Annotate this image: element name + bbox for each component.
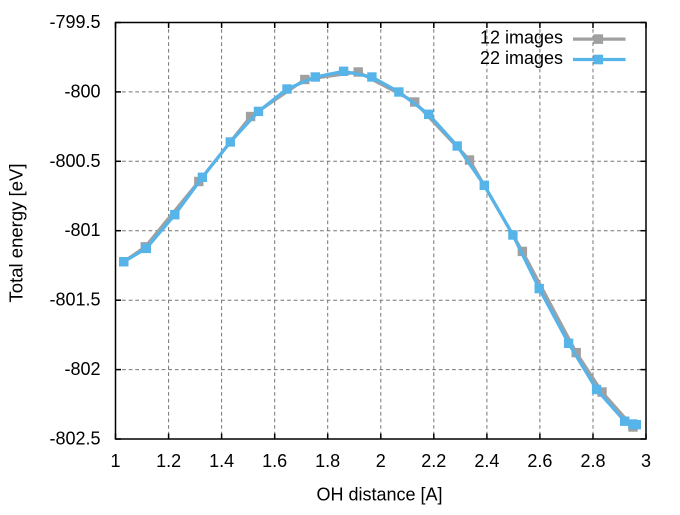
svg-text:2.4: 2.4 — [474, 451, 499, 471]
svg-text:1: 1 — [110, 451, 120, 471]
svg-text:22 images: 22 images — [480, 48, 563, 68]
svg-text:-801.5: -801.5 — [49, 290, 100, 310]
svg-text:-800.5: -800.5 — [49, 151, 100, 171]
svg-text:-799.5: -799.5 — [49, 12, 100, 32]
svg-text:Total energy [eV]: Total energy [eV] — [7, 164, 27, 303]
svg-text:OH distance [A]: OH distance [A] — [316, 485, 442, 505]
svg-text:-802: -802 — [64, 359, 100, 379]
svg-text:-801: -801 — [64, 220, 100, 240]
svg-text:12 images: 12 images — [480, 28, 563, 48]
svg-text:3: 3 — [641, 451, 651, 471]
svg-text:2.6: 2.6 — [527, 451, 552, 471]
svg-text:1.6: 1.6 — [262, 451, 287, 471]
svg-text:-802.5: -802.5 — [49, 429, 100, 449]
svg-text:2.8: 2.8 — [580, 451, 605, 471]
svg-text:1.2: 1.2 — [156, 451, 181, 471]
svg-text:1.4: 1.4 — [209, 451, 234, 471]
svg-text:-800: -800 — [64, 81, 100, 101]
svg-text:1.8: 1.8 — [315, 451, 340, 471]
svg-text:2: 2 — [376, 451, 386, 471]
svg-text:2.2: 2.2 — [421, 451, 446, 471]
